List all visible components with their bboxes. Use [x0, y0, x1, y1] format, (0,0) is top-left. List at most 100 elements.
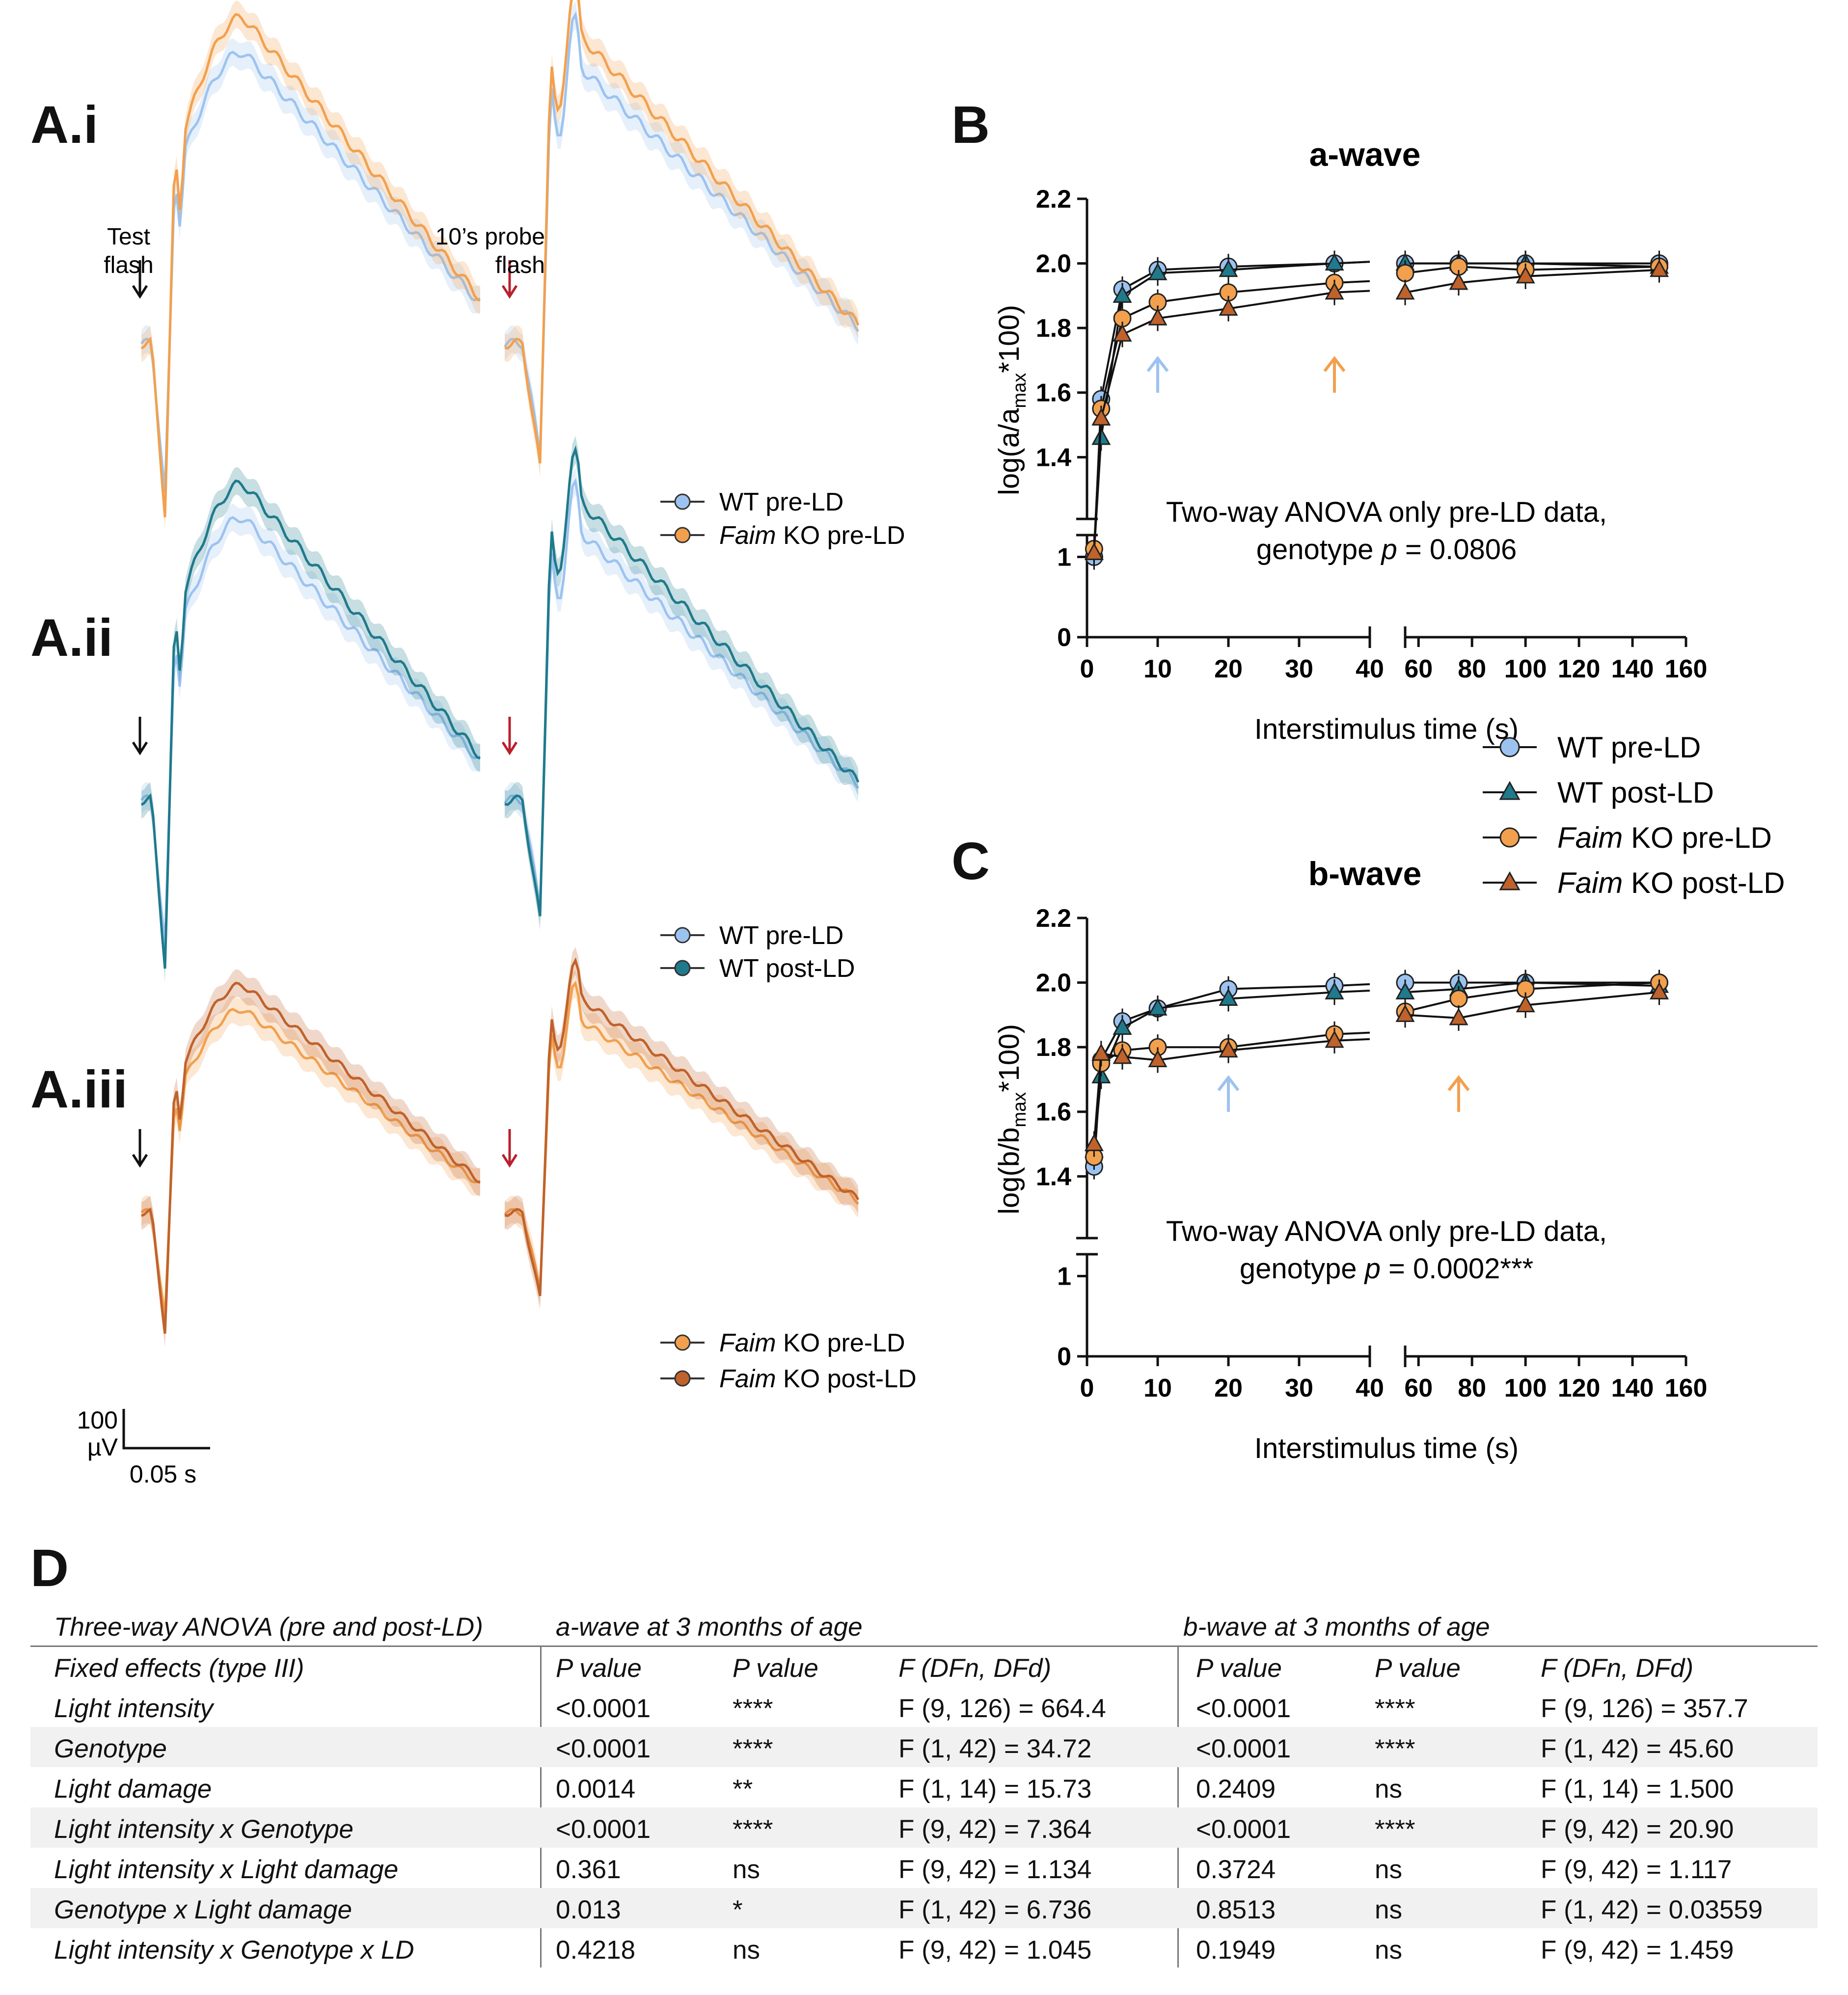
data-point-ko_post	[1219, 298, 1238, 316]
y-tick-label: 1.8	[1036, 314, 1071, 343]
x-tick-label: 140	[1611, 1374, 1654, 1402]
table-cell: Genotype x Light damage	[54, 1895, 352, 1924]
table-cell: Light intensity x Genotype x LD	[54, 1936, 414, 1965]
data-point-ko_post	[1516, 995, 1535, 1013]
legend-marker	[1499, 827, 1520, 848]
table-cell: F (9, 42) = 1.117	[1541, 1855, 1732, 1884]
test-flash-arrow-head-a-iii	[132, 1154, 148, 1168]
data-point-ko_post	[1649, 259, 1669, 277]
x-tick-label: 160	[1665, 655, 1708, 683]
table-row: Light intensity <0.0001 **** F (9, 126) = 6…	[30, 1687, 1818, 1727]
table-cell: ns	[1375, 1775, 1402, 1804]
y-axis-label: log(b/bmax*100)	[993, 1024, 1030, 1214]
y-tick-label: 0	[1057, 623, 1071, 652]
probe-flash-label-line1: 10’s probe	[435, 224, 545, 250]
legend-marker	[1499, 737, 1520, 757]
data-point-ko_post	[1325, 282, 1344, 300]
table-title: Three-way ANOVA (pre and post-LD)	[54, 1613, 483, 1642]
table-cell: F (1, 14) = 1.500	[1541, 1775, 1734, 1804]
test-flash-label-line1: Test	[107, 224, 150, 250]
table-cell: <0.0001	[556, 1815, 651, 1844]
legend-marker-wt-pre	[674, 493, 691, 510]
x-tick-label: 40	[1356, 1374, 1384, 1402]
data-point-wt_post	[1219, 988, 1238, 1006]
scale-unit: µV	[87, 1433, 118, 1461]
y-tick-label: 1.6	[1036, 1098, 1071, 1127]
table-cell: F (1, 42) = 6.736	[898, 1895, 1092, 1924]
scale-amplitude: 100	[77, 1406, 118, 1434]
x-tick-label: 20	[1214, 1374, 1243, 1402]
trace-a-ii-wt_pre-probe	[504, 478, 860, 911]
x-tick-label: 60	[1404, 1374, 1433, 1402]
trace-band-a-iii-ko_pre-test	[141, 996, 480, 1330]
x-tick-label: 140	[1611, 655, 1654, 683]
trace-band-a-ii-wt_post-test	[141, 467, 480, 983]
data-point-ko_post	[1449, 272, 1468, 290]
series-line-ko_pre	[1405, 981, 1659, 1013]
legend-entry-0: WT pre-LD	[1557, 731, 1701, 764]
trace-a-ii-wt_post-probe	[504, 445, 860, 917]
data-point-wt_post	[1325, 982, 1344, 999]
highlight-arrow-head	[1323, 356, 1346, 372]
anova-annotation-line2: genotype p = 0.0002***	[1240, 1253, 1533, 1285]
test-flash-label-line2: flash	[104, 252, 153, 278]
x-tick-label: 100	[1504, 1374, 1547, 1402]
series-line-wt_post	[1405, 262, 1659, 268]
erg-trace-panels: Test flash 10’s probe flash 100 µV 0.05 …	[77, 0, 917, 1488]
anova-annotation-line1: Two-way ANOVA only pre-LD data,	[1166, 496, 1607, 528]
data-point-ko_post	[1148, 1050, 1168, 1067]
data-point-wt_post	[1219, 259, 1238, 277]
y-tick-label: 0	[1057, 1343, 1071, 1371]
x-axis-label: Interstimulus time (s)	[1254, 1432, 1519, 1464]
y-tick-label: 1.4	[1036, 443, 1071, 472]
legend-a-iii-entry-2: Faim KO post-LD	[719, 1365, 917, 1393]
legend-a-i: WT pre-LD Faim KO pre-LD	[660, 488, 905, 550]
anova-annotation-line2: genotype p = 0.0806	[1256, 534, 1517, 566]
table-cell: ns	[733, 1936, 760, 1965]
trace-band-a-i-ko_pre-test	[141, 0, 480, 531]
legend-entry-2: Faim KO pre-LD	[1557, 821, 1772, 854]
data-point-ko_post	[1091, 408, 1111, 426]
data-point-ko_post	[1091, 1043, 1111, 1061]
legend-a-ii-entry-2: WT post-LD	[719, 954, 855, 983]
table-cell: P value	[1375, 1654, 1461, 1683]
table-row: Light intensity x Light damage 0.361 ns F (…	[30, 1848, 1818, 1888]
data-point-ko_post	[1516, 266, 1535, 284]
probe-flash-arrow-head-a-i	[501, 285, 518, 299]
table-header-b-wave: b-wave at 3 months of age	[1183, 1613, 1490, 1642]
table-cell: <0.0001	[1196, 1734, 1291, 1763]
table-cell: <0.0001	[1196, 1815, 1291, 1844]
legend-marker-ko-pre	[674, 527, 691, 543]
table-cell: ****	[1375, 1694, 1415, 1723]
table-row: Genotype <0.0001 **** F (1, 42) = 34.72 <0.0…	[30, 1727, 1818, 1767]
trace-a-i-ko_pre-test	[140, 13, 481, 518]
y-tick-label: 1.8	[1036, 1033, 1071, 1062]
data-point-ko_post	[1325, 1030, 1344, 1048]
trace-band-a-ii-wt_pre-test	[141, 504, 480, 958]
chart-title: a-wave	[1309, 136, 1421, 173]
probe-flash-label-line2: flash	[495, 252, 545, 278]
table-cell: P value	[556, 1654, 642, 1683]
data-point-ko_post	[1219, 1040, 1238, 1058]
y-tick-label: 2.2	[1036, 185, 1071, 214]
table-top-rule	[30, 1645, 1818, 1647]
trace-a-iii-ko_post-test	[140, 981, 481, 1334]
panel-label-a-ii: A.ii	[30, 608, 113, 667]
panel-label-b: B	[951, 95, 990, 154]
table-cell: F (9, 126) = 357.7	[1541, 1694, 1748, 1723]
highlight-arrow-head	[1217, 1075, 1240, 1091]
test-flash-arrow-head-a-ii	[132, 741, 148, 755]
table-cell: 0.3724	[1196, 1855, 1276, 1884]
table-cell: 0.2409	[1196, 1775, 1276, 1804]
probe-flash-arrow-head-a-iii	[501, 1154, 518, 1168]
table-cell: 0.013	[556, 1895, 621, 1924]
data-point-ko_post	[1449, 1007, 1468, 1025]
table-cell: Light intensity x Light damage	[54, 1855, 399, 1884]
table-row: Light damage 0.0014 ** F (1, 14) = 15.73 0.2…	[30, 1767, 1818, 1807]
trace-a-i-wt_pre-test	[140, 51, 481, 493]
trace-band-a-i-wt_pre-test	[141, 38, 480, 507]
table-col-header-row: Fixed effects (type III) P value P value F …	[30, 1646, 1818, 1687]
panel-label-d: D	[30, 1538, 69, 1597]
table-row: Genotype x Light damage 0.013 * F (1, 42) =…	[30, 1888, 1818, 1928]
series-line-ko_pre	[1405, 266, 1659, 274]
